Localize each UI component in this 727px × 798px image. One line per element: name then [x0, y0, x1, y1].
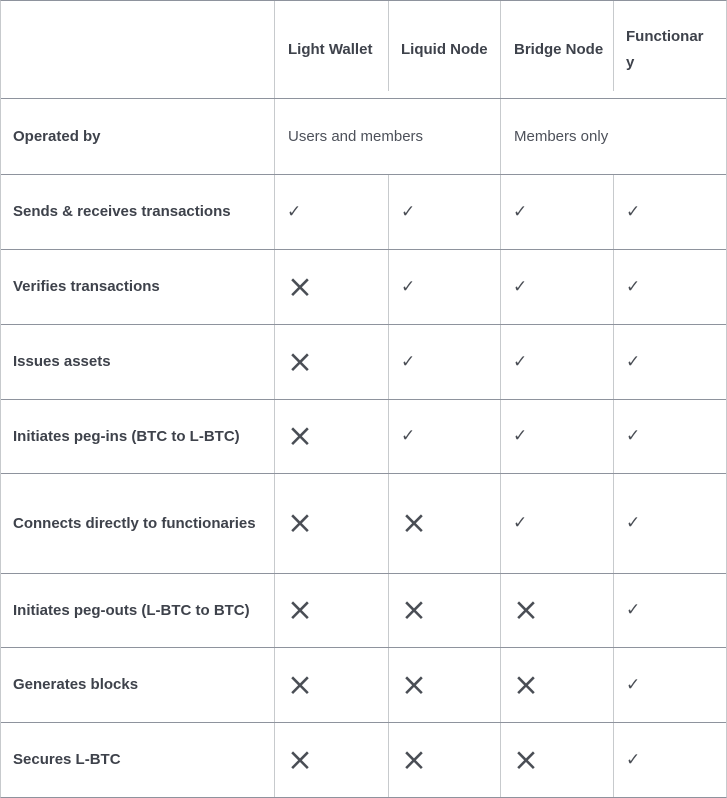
- table-row: Connects directly to functionaries × × ✓…: [1, 473, 726, 573]
- table-row-operated-by: Operated by Users and members Members on…: [1, 98, 726, 174]
- column-header-bridge-node: Bridge Node: [500, 1, 613, 98]
- table-row: Verifies transactions × ✓ ✓ ✓: [1, 249, 726, 324]
- column-header-label: Light Wallet: [288, 40, 373, 58]
- row-label: Secures L-BTC: [13, 751, 121, 768]
- cross-icon: ×: [287, 505, 313, 541]
- operated-by-users-cell: Users and members: [274, 99, 500, 174]
- column-header-light-wallet: Light Wallet: [274, 1, 388, 98]
- column-header-functionary: Functionary: [613, 1, 726, 98]
- check-icon: ✓: [513, 276, 528, 297]
- check-icon: ✓: [626, 276, 641, 297]
- cross-icon: ×: [287, 418, 313, 454]
- check-icon: ✓: [626, 426, 641, 446]
- cross-icon: ×: [513, 741, 539, 778]
- check-icon: ✓: [626, 351, 641, 372]
- row-label: Initiates peg-ins (BTC to L-BTC): [13, 427, 240, 445]
- row-label: Issues assets: [13, 353, 111, 370]
- check-icon: ✓: [287, 201, 302, 222]
- column-header-liquid-node: Liquid Node: [388, 1, 500, 98]
- row-label: Initiates peg-outs (L-BTC to BTC): [13, 601, 250, 619]
- table-row: Issues assets × ✓ ✓ ✓: [1, 324, 726, 399]
- column-header-label: Liquid Node: [401, 40, 488, 58]
- check-icon: ✓: [513, 201, 528, 222]
- table-row: Sends & receives transactions ✓ ✓ ✓ ✓: [1, 174, 726, 249]
- row-label: Generates blocks: [13, 676, 139, 693]
- check-icon: ✓: [626, 600, 641, 620]
- check-icon: ✓: [626, 513, 641, 533]
- check-icon: ✓: [401, 426, 416, 446]
- row-label: Sends & receives transactions: [13, 203, 231, 220]
- table-row: Generates blocks × × × ✓: [1, 647, 726, 722]
- cross-icon: ×: [287, 666, 313, 703]
- column-header-label: Bridge Node: [514, 40, 604, 58]
- row-label: Connects directly to functionaries: [13, 514, 256, 532]
- cross-icon: ×: [287, 268, 313, 305]
- cross-icon: ×: [401, 666, 427, 703]
- check-icon: ✓: [513, 351, 528, 372]
- corner-cell: [1, 1, 274, 98]
- row-label: Operated by: [13, 127, 101, 145]
- cross-icon: ×: [513, 666, 539, 703]
- column-header-label: Functionary: [626, 27, 704, 71]
- check-icon: ✓: [401, 201, 416, 222]
- operated-by-members-cell: Members only: [500, 99, 726, 174]
- cross-icon: ×: [513, 592, 539, 628]
- cross-icon: ×: [287, 343, 313, 380]
- cross-icon: ×: [287, 592, 313, 628]
- cross-icon: ×: [401, 592, 427, 628]
- check-icon: ✓: [626, 749, 641, 770]
- check-icon: ✓: [626, 201, 641, 222]
- check-icon: ✓: [401, 351, 416, 372]
- cross-icon: ×: [401, 505, 427, 541]
- table-row: Initiates peg-outs (L-BTC to BTC) × × × …: [1, 573, 726, 647]
- table-row: Initiates peg-ins (BTC to L-BTC) × ✓ ✓ ✓: [1, 399, 726, 473]
- check-icon: ✓: [401, 276, 416, 297]
- check-icon: ✓: [513, 513, 528, 533]
- check-icon: ✓: [626, 674, 641, 695]
- table-row: Secures L-BTC × × × ✓: [1, 722, 726, 797]
- check-icon: ✓: [513, 426, 528, 446]
- row-label: Verifies transactions: [13, 278, 160, 295]
- cross-icon: ×: [287, 741, 313, 778]
- cross-icon: ×: [401, 741, 427, 778]
- table-header-row: Light Wallet Liquid Node Bridge Node Fun…: [1, 1, 726, 98]
